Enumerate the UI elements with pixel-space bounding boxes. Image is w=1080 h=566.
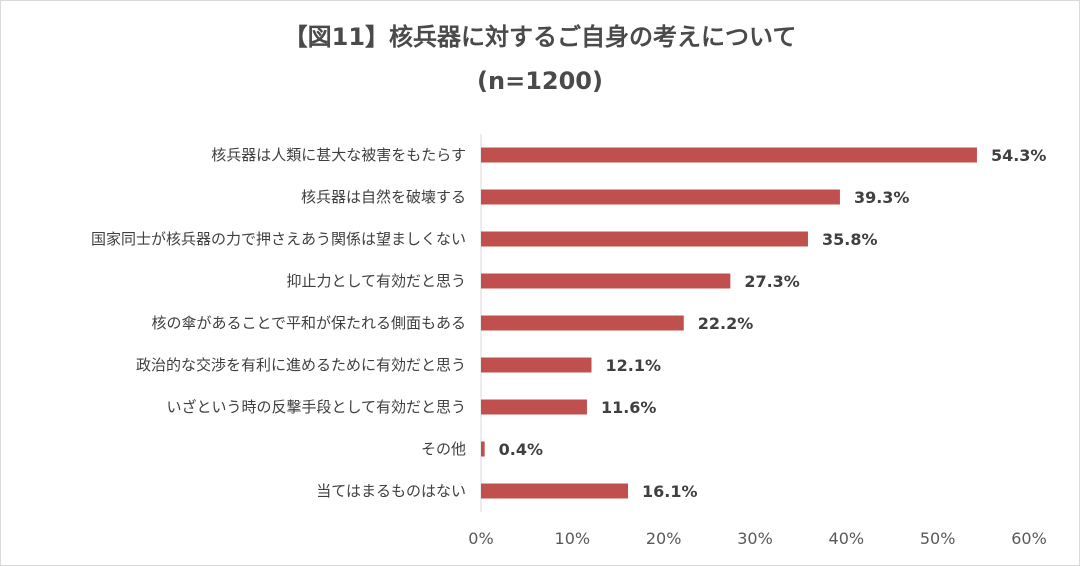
bar: [481, 441, 485, 457]
category-label: 当てはまるものはない: [316, 482, 466, 500]
category-label: 核兵器は人類に甚大な被害をもたらす: [211, 146, 466, 164]
data-label: 16.1%: [642, 482, 698, 501]
data-label: 27.3%: [744, 272, 800, 291]
bar: [481, 231, 808, 247]
category-label: 抑止力として有効だと思う: [286, 272, 466, 290]
bar: [481, 315, 684, 331]
x-tick-label: 30%: [737, 529, 773, 548]
chart-title: 【図11】核兵器に対するご自身の考えについて: [283, 23, 797, 51]
category-label: 核兵器は自然を破壊する: [301, 188, 466, 206]
bar: [481, 147, 977, 163]
bar: [481, 273, 731, 289]
category-label: 核の傘があることで平和が保たれる側面もある: [151, 314, 466, 332]
x-tick-label: 10%: [555, 529, 591, 548]
data-label: 0.4%: [499, 440, 543, 459]
x-tick-label: 50%: [920, 529, 956, 548]
x-tick-label: 0%: [468, 529, 493, 548]
chart-subtitle: (n=1200): [477, 67, 603, 95]
category-label: いざという時の反撃手段として有効だと思う: [166, 398, 466, 416]
bar: [481, 189, 840, 205]
bar: [481, 399, 587, 415]
category-label: 政治的な交渉を有利に進めるために有効だと思う: [136, 356, 466, 374]
bar: [481, 483, 629, 499]
x-tick-label: 40%: [829, 529, 865, 548]
data-label: 11.6%: [601, 398, 657, 417]
category-label: 国家同士が核兵器の力で押さえあう関係は望ましくない: [91, 230, 466, 248]
x-tick-label: 20%: [646, 529, 682, 548]
bar: [481, 357, 592, 373]
data-label: 35.8%: [822, 230, 878, 249]
category-label: その他: [421, 440, 466, 458]
data-label: 22.2%: [698, 314, 754, 333]
data-label: 39.3%: [854, 188, 910, 207]
x-tick-label: 60%: [1011, 529, 1047, 548]
data-label: 54.3%: [991, 146, 1047, 165]
data-label: 12.1%: [606, 356, 662, 375]
